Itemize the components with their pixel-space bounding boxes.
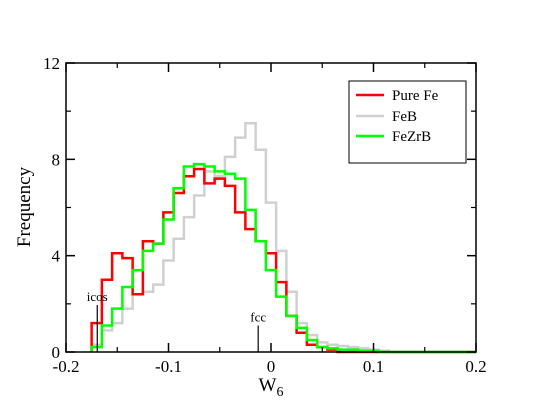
legend-label-pure-fe: Pure Fe (392, 88, 439, 104)
legend: Pure Fe FeB FeZrB (348, 80, 467, 164)
y-axis-title: Frequency (14, 166, 35, 247)
x-tick-label: 0 (267, 357, 276, 376)
y-tick-label: 12 (43, 54, 60, 73)
x-tick-label: -0.1 (155, 357, 182, 376)
annotation-label-fcc: fcc (250, 310, 266, 325)
y-tick-label: 8 (52, 150, 61, 169)
y-tick-label: 4 (52, 247, 61, 266)
ticks-layer: -0.2 -0.1 0 0.1 0.2 0 4 8 12 (43, 54, 487, 376)
series-layer (90, 121, 476, 354)
x-axis-title: W6 (259, 375, 284, 400)
series-line-fezrb (90, 162, 476, 354)
x-tick-label: 0.1 (363, 357, 384, 376)
legend-label-fezrb: FeZrB (392, 129, 431, 145)
annotation-layer: icos fcc (87, 289, 266, 352)
y-tick-label: 0 (52, 343, 61, 362)
x-axis-title-subscript: 6 (276, 385, 283, 400)
x-tick-label: -0.2 (53, 357, 80, 376)
legend-label-feb: FeB (392, 109, 417, 125)
annotation-label-icos: icos (87, 289, 108, 304)
x-tick-label: 0.2 (465, 357, 486, 376)
